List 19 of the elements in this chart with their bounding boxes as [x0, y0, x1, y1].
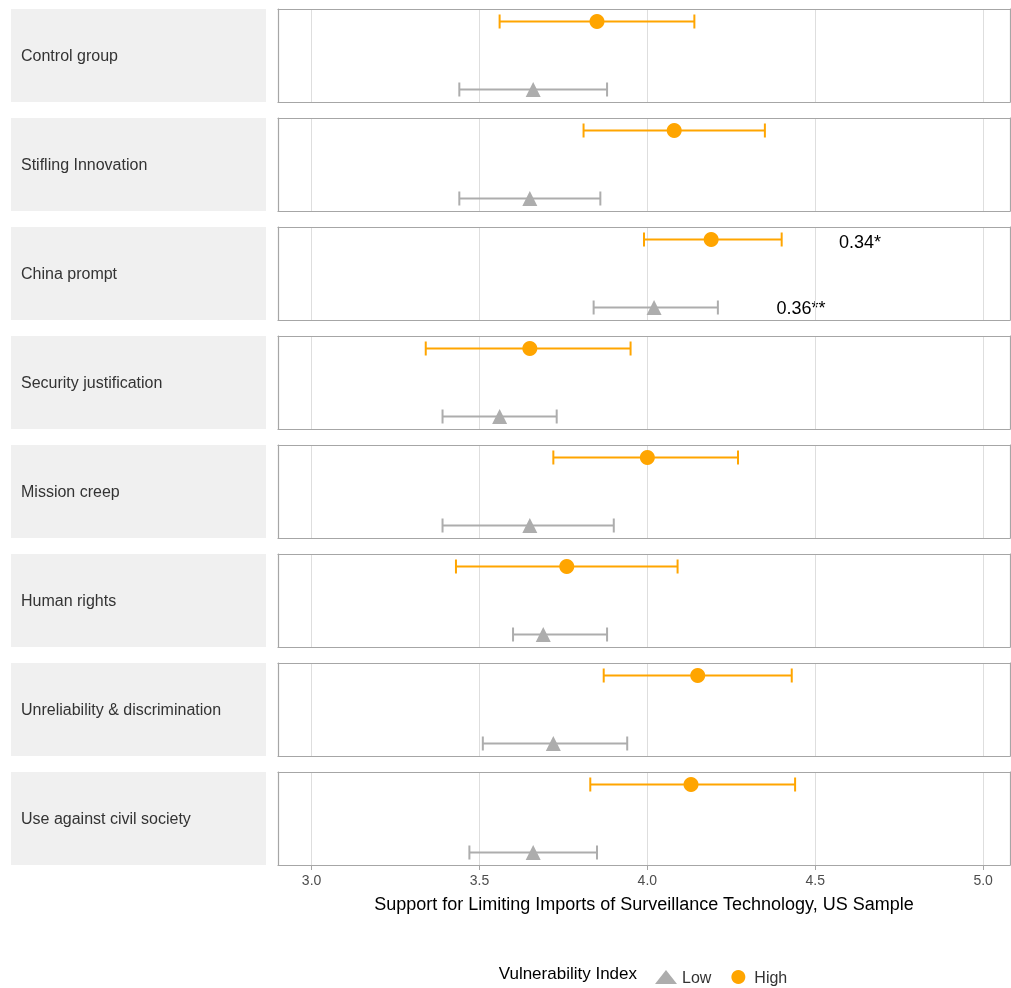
- y-tick-label: Mission creep: [21, 483, 120, 500]
- legend-title: Vulnerability Index: [498, 964, 638, 983]
- annotation: 0.36**: [776, 298, 826, 318]
- y-tick-label: Security justification: [21, 374, 163, 391]
- legend-label: Low: [682, 968, 712, 986]
- x-tick-label: 4.0: [637, 872, 658, 888]
- legend-label: High: [754, 968, 788, 986]
- y-tick-label: Unreliability & discrimination: [21, 701, 222, 718]
- x-axis-title: Support for Limiting Imports of Surveillance Technology, US Sample: [374, 894, 914, 914]
- y-tick-label: Human rights: [21, 592, 117, 609]
- y-tick-label: China prompt: [21, 265, 118, 282]
- annotation: 0.34*: [838, 232, 882, 252]
- x-tick-label: 4.5: [805, 872, 826, 888]
- x-tick-label: 3.5: [469, 872, 490, 888]
- y-tick-label: Use against civil society: [21, 810, 191, 827]
- x-tick-label: 3.0: [301, 872, 322, 888]
- y-tick-label: Stifling Innovation: [21, 156, 148, 173]
- x-tick-label: 5.0: [973, 872, 994, 888]
- y-tick-label: Control group: [21, 47, 119, 64]
